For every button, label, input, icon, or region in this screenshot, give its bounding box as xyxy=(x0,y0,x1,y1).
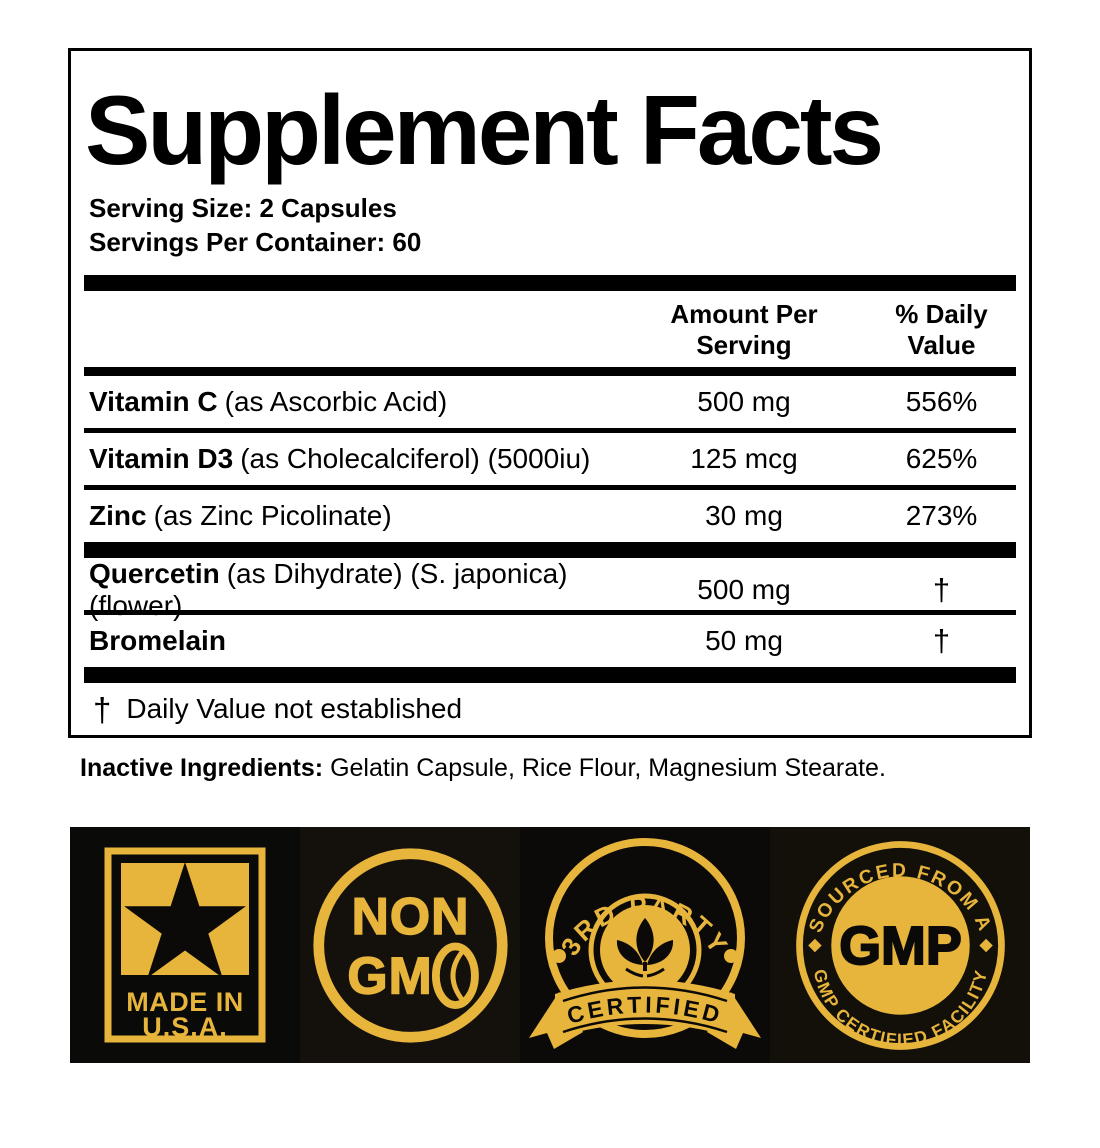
servings-per-container: Servings Per Container: 60 xyxy=(89,227,422,257)
divider-row xyxy=(84,610,1016,615)
divider-row xyxy=(84,428,1016,433)
nutrient-name: Vitamin C (as Ascorbic Acid) xyxy=(89,386,448,417)
leaf-seed-o-icon xyxy=(431,942,479,1009)
non-gmo-badge: NON GM xyxy=(312,847,508,1043)
badge-ring xyxy=(545,837,745,1038)
star-icon xyxy=(124,862,246,978)
badge-gmp: GMP SOURCED FROM A GMP CERTIFIED FACILIT… xyxy=(770,827,1030,1063)
divider-row xyxy=(84,485,1016,490)
badge-ring xyxy=(795,840,1005,1050)
footnote-text: Daily Value not established xyxy=(126,693,463,724)
nutrient-daily-value: 273% xyxy=(905,500,978,531)
third-party-badge: 3RD PARTY CERTIFIE xyxy=(529,837,761,1049)
nutrient-amount: 50 mg xyxy=(705,625,783,656)
ribbon-inner-line-top xyxy=(562,985,728,1002)
nutrient-amount: 125 mcg xyxy=(690,443,798,474)
usa-label: U.S.A. xyxy=(142,1012,228,1042)
inactive-ingredients: Inactive Ingredients: Gelatin Capsule, R… xyxy=(80,754,1100,783)
nutrient-daily-value: † xyxy=(932,623,951,658)
ribbon-inner-line-bottom xyxy=(562,1016,728,1033)
panel-title: Supplement Facts xyxy=(85,75,884,185)
divider-medium xyxy=(84,367,1016,376)
inactive-ingredients-label: Inactive Ingredients: xyxy=(80,754,324,782)
daily-value-footnote: † Daily Value not established xyxy=(71,683,1029,735)
badge-made-in-usa: MADE IN U.S.A. xyxy=(70,827,300,1063)
dot-right xyxy=(724,948,738,963)
supplement-facts-panel: Supplement Facts Serving Size: 2 Capsule… xyxy=(68,48,1032,738)
dagger-symbol: † xyxy=(93,690,112,728)
gmp-badge: GMP SOURCED FROM A GMP CERTIFIED FACILIT… xyxy=(795,840,1005,1050)
badge-third-party-certified: 3RD PARTY CERTIFIE xyxy=(520,827,770,1063)
diamond-left xyxy=(807,938,822,952)
divider-thick xyxy=(84,275,1016,291)
badge-frame xyxy=(104,847,266,1043)
non-label: NON xyxy=(351,886,469,944)
table-row: Vitamin C (as Ascorbic Acid) 500 mg 556% xyxy=(71,376,1029,428)
header-amount-per-serving: Amount Per Serving xyxy=(670,299,818,360)
column-header-row: Amount Per Serving % Daily Value xyxy=(71,291,1029,367)
certification-banner: MADE IN U.S.A. NON GM xyxy=(70,827,1030,1063)
divider-thick xyxy=(84,542,1016,558)
table-row: Vitamin D3 (as Cholecalciferol) (5000iu) … xyxy=(71,433,1029,485)
nutrient-name: Quercetin (as Dihydrate) (S. japonica) (f… xyxy=(89,558,568,621)
nutrient-daily-value: 625% xyxy=(905,443,978,474)
made-in-label: MADE IN xyxy=(126,987,244,1017)
inactive-ingredients-text: Gelatin Capsule, Rice Flour, Magnesium S… xyxy=(330,754,886,782)
leaf-sprout-icon xyxy=(616,917,674,977)
nutrient-name: Vitamin D3 (as Cholecalciferol) (5000iu) xyxy=(89,443,591,474)
divider-thick xyxy=(84,667,1016,683)
supplement-label-page: Supplement Facts Serving Size: 2 Capsule… xyxy=(0,48,1100,1063)
badge-non-gmo: NON GM xyxy=(300,827,520,1063)
gm-label: GM xyxy=(347,946,432,1004)
table-row: Zinc (as Zinc Picolinate) 30 mg 273% xyxy=(71,490,1029,542)
gmp-label: GMP xyxy=(839,915,962,975)
nutrient-daily-value: † xyxy=(932,572,951,607)
serving-size: Serving Size: 2 Capsules xyxy=(89,193,397,223)
badge-ring xyxy=(312,847,508,1043)
made-in-usa-badge: MADE IN U.S.A. xyxy=(104,847,266,1043)
table-row: Bromelain 50 mg † xyxy=(71,615,1029,667)
table-row: Quercetin (as Dihydrate) (S. japonica) (f… xyxy=(71,558,1029,621)
nutrient-amount: 500 mg xyxy=(697,574,791,605)
nutrient-name: Bromelain xyxy=(89,625,226,656)
nutrient-amount: 500 mg xyxy=(697,386,791,417)
nutrient-daily-value: 556% xyxy=(905,386,978,417)
diamond-right xyxy=(978,938,993,952)
header-spacer xyxy=(89,299,624,361)
dot-left xyxy=(552,948,566,963)
center-disc xyxy=(830,875,970,1015)
nutrient-amount: 30 mg xyxy=(705,500,783,531)
header-daily-value: % Daily Value xyxy=(895,299,988,360)
nutrient-name: Zinc (as Zinc Picolinate) xyxy=(89,500,392,531)
